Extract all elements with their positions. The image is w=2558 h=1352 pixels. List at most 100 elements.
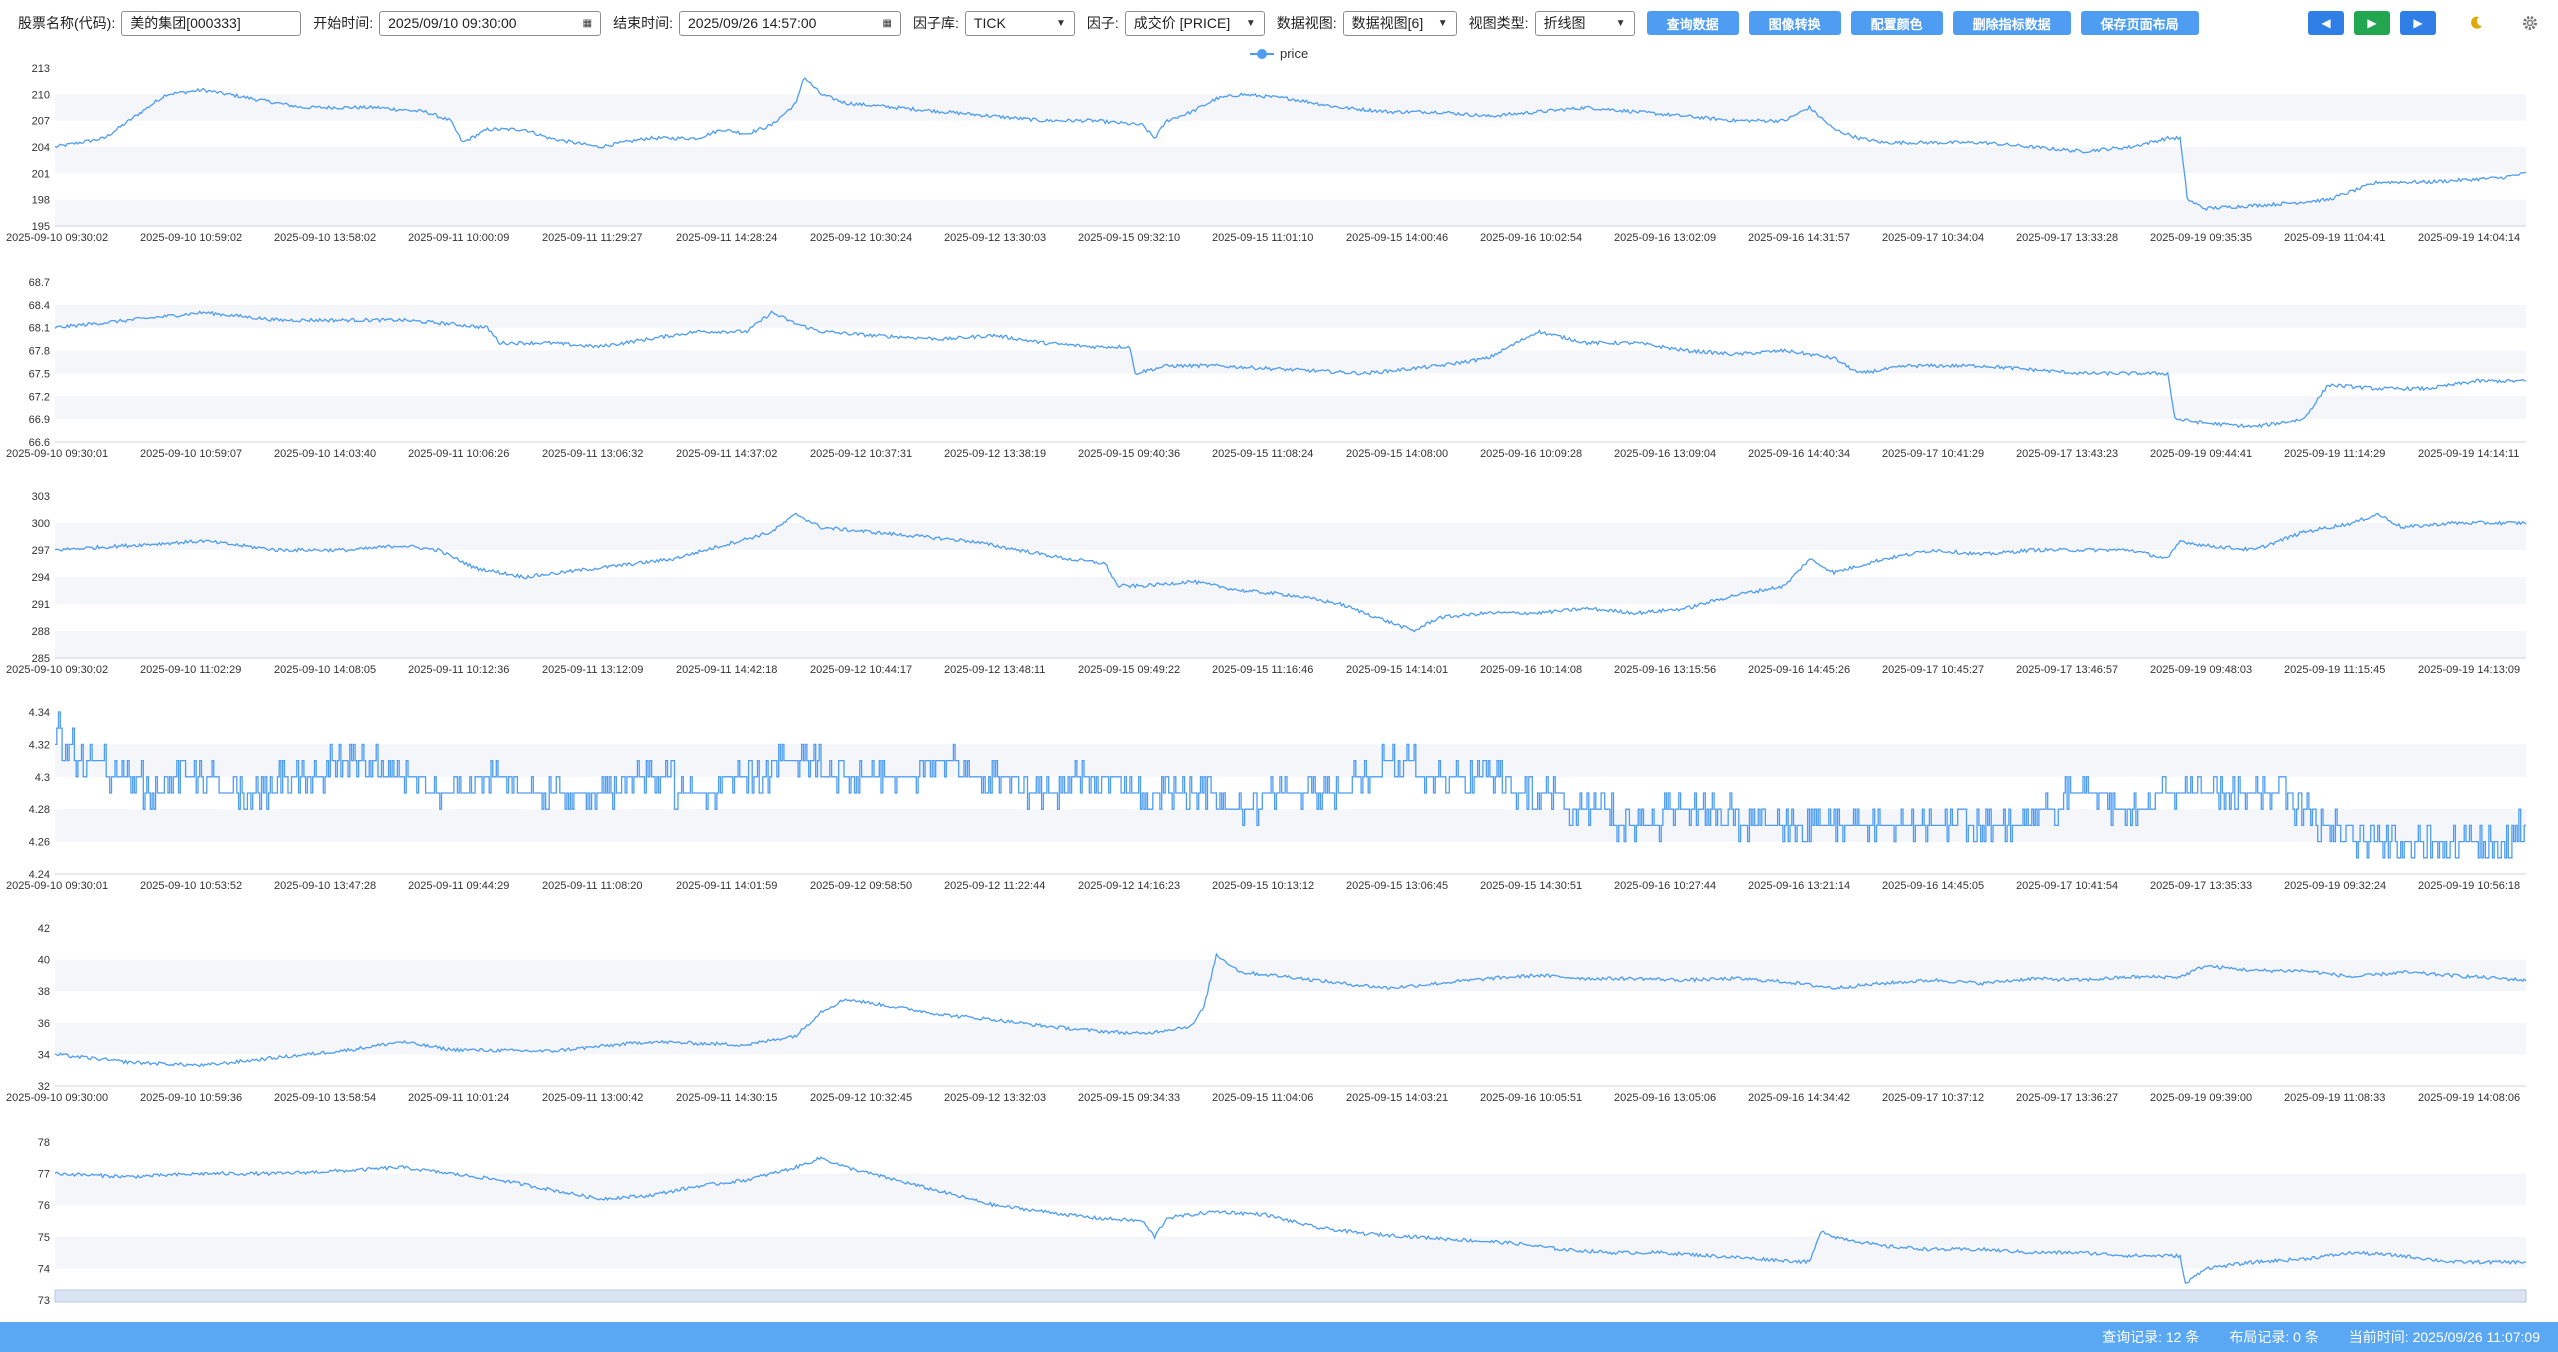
y-tick-label: 291 bbox=[32, 599, 50, 611]
y-tick-label: 75 bbox=[38, 1232, 50, 1244]
start-time-input[interactable]: 2025/09/10 09:30:00 ▦ bbox=[379, 10, 602, 36]
x-tick-label: 2025-09-15 14:30:51 bbox=[1480, 880, 1582, 892]
x-tick-label: 2025-09-19 14:04:14 bbox=[2418, 232, 2520, 244]
x-tick-label: 2025-09-11 10:01:24 bbox=[408, 1092, 509, 1104]
save-layout-button[interactable]: 保存页面布局 bbox=[2080, 11, 2199, 35]
x-tick-label: 2025-09-17 13:43:23 bbox=[2016, 448, 2118, 460]
y-tick-label: 66.9 bbox=[29, 414, 50, 426]
stock-label: 股票名称(代码): bbox=[18, 15, 116, 31]
config-color-button[interactable]: 配置颜色 bbox=[1850, 11, 1943, 35]
chart-panel-6: 7877767574732025-09-10 09:30:002025-09-1… bbox=[38, 1137, 2527, 1306]
x-tick-label: 2025-09-19 11:15:45 bbox=[2284, 664, 2385, 676]
price-series-line bbox=[54, 77, 2527, 211]
y-tick-label: 68.7 bbox=[29, 277, 50, 289]
legend-marker bbox=[1257, 49, 1267, 59]
x-tick-label: 2025-09-10 09:30:01 bbox=[6, 448, 108, 460]
chevron-down-icon: ▼ bbox=[1437, 17, 1448, 29]
x-tick-label: 2025-09-19 11:14:29 bbox=[2284, 448, 2385, 460]
data-view-select[interactable]: 数据视图[6] ▼ bbox=[1342, 10, 1457, 36]
moon-icon[interactable] bbox=[2462, 11, 2490, 35]
factor-label: 因子: bbox=[1086, 15, 1119, 31]
x-tick-label: 2025-09-15 14:08:00 bbox=[1346, 448, 1448, 460]
x-tick-label: 2025-09-11 14:01:59 bbox=[676, 880, 777, 892]
x-tick-label: 2025-09-15 09:49:22 bbox=[1078, 664, 1180, 676]
x-tick-label: 2025-09-16 14:45:05 bbox=[1882, 880, 1984, 892]
zoom-slider[interactable] bbox=[54, 1289, 2527, 1303]
y-tick-label: 297 bbox=[32, 545, 50, 557]
calendar-icon[interactable]: ▦ bbox=[582, 17, 593, 29]
x-tick-label: 2025-09-11 10:00:09 bbox=[408, 232, 509, 244]
y-tick-label: 4.32 bbox=[29, 739, 50, 751]
grid-band bbox=[55, 809, 2526, 842]
x-tick-label: 2025-09-12 13:32:03 bbox=[944, 1092, 1046, 1104]
x-tick-label: 2025-09-12 13:48:11 bbox=[944, 664, 1045, 676]
x-tick-label: 2025-09-19 14:14:11 bbox=[2418, 448, 2519, 460]
x-tick-label: 2025-09-16 10:02:54 bbox=[1480, 232, 1582, 244]
legend[interactable]: price bbox=[1250, 46, 1308, 61]
view-type-select[interactable]: 折线图 ▼ bbox=[1534, 10, 1635, 36]
grid-band bbox=[55, 577, 2526, 604]
grid-band bbox=[55, 1022, 2526, 1055]
gear-icon[interactable] bbox=[2516, 11, 2544, 35]
x-tick-label: 2025-09-17 13:33:28 bbox=[2016, 232, 2118, 244]
x-tick-label: 2025-09-10 10:53:52 bbox=[140, 880, 242, 892]
x-tick-label: 2025-09-10 09:30:00 bbox=[6, 1092, 108, 1104]
grid-band bbox=[55, 396, 2526, 420]
x-tick-label: 2025-09-11 13:00:42 bbox=[542, 1092, 643, 1104]
x-tick-label: 2025-09-12 10:37:31 bbox=[810, 448, 912, 460]
x-tick-label: 2025-09-15 10:13:12 bbox=[1212, 880, 1314, 892]
x-tick-label: 2025-09-12 10:32:45 bbox=[810, 1092, 912, 1104]
y-tick-label: 38 bbox=[38, 986, 50, 998]
x-tick-label: 2025-09-16 13:21:14 bbox=[1748, 880, 1850, 892]
x-tick-label: 2025-09-17 13:36:27 bbox=[2016, 1092, 2118, 1104]
y-tick-label: 42 bbox=[38, 923, 50, 935]
y-tick-label: 78 bbox=[38, 1137, 50, 1149]
x-tick-label: 2025-09-17 10:41:54 bbox=[2016, 880, 2118, 892]
price-series-line bbox=[55, 711, 2526, 859]
x-tick-label: 2025-09-17 10:41:29 bbox=[1882, 448, 1984, 460]
toolbar: 股票名称(代码): 美的集团[000333] 开始时间: 2025/09/10 … bbox=[0, 0, 2558, 46]
x-tick-label: 2025-09-12 10:44:17 bbox=[810, 664, 912, 676]
x-tick-label: 2025-09-11 09:44:29 bbox=[408, 880, 509, 892]
y-tick-label: 4.26 bbox=[29, 837, 50, 849]
x-tick-label: 2025-09-15 11:01:10 bbox=[1212, 232, 1313, 244]
step-forward-icon[interactable]: ▶ bbox=[2400, 11, 2436, 35]
x-tick-label: 2025-09-12 13:38:19 bbox=[944, 448, 1046, 460]
chevron-down-icon: ▼ bbox=[1245, 17, 1256, 29]
x-tick-label: 2025-09-10 14:03:40 bbox=[274, 448, 376, 460]
x-tick-label: 2025-09-11 10:06:26 bbox=[408, 448, 509, 460]
x-tick-label: 2025-09-16 13:09:04 bbox=[1614, 448, 1716, 460]
x-tick-label: 2025-09-11 14:30:15 bbox=[676, 1092, 777, 1104]
factor-lib-value: TICK bbox=[973, 15, 1006, 31]
play-icon[interactable]: ▶ bbox=[2354, 11, 2390, 35]
x-tick-label: 2025-09-11 13:12:09 bbox=[542, 664, 643, 676]
y-tick-label: 68.4 bbox=[29, 300, 50, 312]
x-tick-label: 2025-09-10 14:08:05 bbox=[274, 664, 376, 676]
delete-indicator-button[interactable]: 删除指标数据 bbox=[1952, 11, 2071, 35]
x-tick-label: 2025-09-11 11:29:27 bbox=[542, 232, 643, 244]
stock-input[interactable]: 美的集团[000333] bbox=[121, 10, 302, 36]
x-tick-label: 2025-09-19 09:32:24 bbox=[2284, 880, 2386, 892]
chevron-down-icon: ▼ bbox=[1615, 17, 1626, 29]
y-tick-label: 40 bbox=[38, 955, 50, 967]
x-tick-label: 2025-09-15 09:40:36 bbox=[1078, 448, 1180, 460]
y-tick-label: 213 bbox=[32, 63, 50, 75]
query-data-button[interactable]: 查询数据 bbox=[1646, 11, 1739, 35]
step-back-icon[interactable]: ◀ bbox=[2308, 11, 2344, 35]
end-time-input[interactable]: 2025/09/26 14:57:00 ▦ bbox=[679, 10, 901, 36]
x-tick-label: 2025-09-19 11:08:33 bbox=[2284, 1092, 2385, 1104]
image-convert-button[interactable]: 图像转换 bbox=[1748, 11, 1841, 35]
y-tick-label: 195 bbox=[32, 221, 50, 233]
y-tick-label: 300 bbox=[32, 518, 50, 530]
factor-select[interactable]: 成交价 [PRICE] ▼ bbox=[1124, 10, 1265, 36]
calendar-icon[interactable]: ▦ bbox=[882, 17, 892, 29]
x-tick-label: 2025-09-10 10:59:07 bbox=[140, 448, 242, 460]
x-tick-label: 2025-09-16 13:15:56 bbox=[1614, 664, 1716, 676]
price-series-line bbox=[54, 1156, 2527, 1284]
x-tick-label: 2025-09-16 10:27:44 bbox=[1614, 880, 1716, 892]
factor-lib-select[interactable]: TICK ▼ bbox=[964, 10, 1075, 36]
grid-band bbox=[55, 631, 2526, 658]
